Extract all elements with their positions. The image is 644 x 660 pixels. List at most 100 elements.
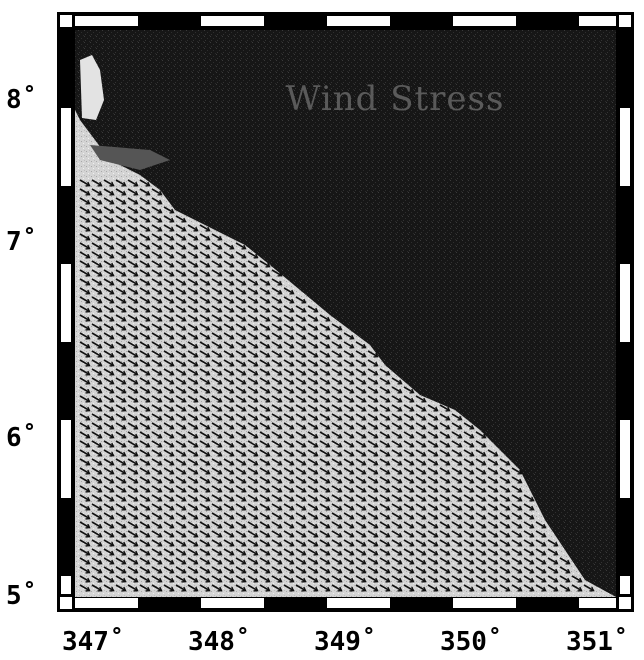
wind-vector [127,467,138,475]
wind-vector [211,305,222,313]
wind-vector-head [97,217,103,223]
wind-vector-head [85,568,91,574]
wind-vector-head [157,451,163,457]
wind-vector-head [409,451,415,457]
wind-vector-head [229,397,235,403]
wind-vector-head [313,469,319,475]
wind-vector [487,467,498,475]
wind-vector-head [349,397,355,403]
wind-vector [127,224,138,232]
wind-vector-head [181,370,187,376]
wind-vector [235,323,246,331]
wind-vector [295,296,306,304]
wind-vector-head [157,271,163,277]
wind-vector-head [229,478,235,484]
wind-vector-head [277,451,283,457]
wind-vector [439,503,450,511]
wind-vector [199,512,210,520]
wind-vector [283,422,294,430]
wind-vector [91,341,102,349]
wind-vector-head [481,451,487,457]
wind-vector [259,305,270,313]
wind-vector-head [253,478,259,484]
wind-vector [355,575,366,583]
wind-vector-head [169,298,175,304]
wind-vector [199,377,210,385]
wind-vector [331,395,342,403]
wind-vector-head [145,550,151,556]
wind-vector-head [109,316,115,322]
wind-vector [343,512,354,520]
wind-vector [283,287,294,295]
wind-vector [283,557,294,565]
wind-vector [115,404,126,412]
wind-vector-head [361,343,367,349]
wind-vector [91,449,102,457]
wind-vector-head [301,334,307,340]
wind-vector [235,350,246,358]
wind-vector [451,503,462,511]
wind-vector [247,350,258,358]
wind-vector-head [361,514,367,520]
wind-vector [151,278,162,286]
wind-vector-head [85,451,91,457]
frame-scale-segment [138,16,201,26]
wind-vector-head [397,388,403,394]
wind-vector [127,575,138,583]
wind-vector-head [193,316,199,322]
wind-vector-head [193,307,199,313]
wind-vector [139,431,150,439]
wind-vector [523,539,534,547]
wind-vector [379,584,390,592]
wind-vector-head [277,433,283,439]
wind-vector-head [337,343,343,349]
wind-vector [439,530,450,538]
wind-vector-head [373,496,379,502]
wind-vector [271,557,282,565]
wind-vector [139,503,150,511]
wind-vector [235,431,246,439]
wind-vector [439,548,450,556]
wind-vector-head [301,397,307,403]
wind-vector-head [313,532,319,538]
wind-vector-head [193,244,199,250]
wind-vector [307,566,318,574]
wind-vector [79,251,90,259]
wind-vector-head [229,262,235,268]
wind-vector-head [301,460,307,466]
wind-vector-head [277,289,283,295]
wind-vector-head [157,307,163,313]
wind-vector [91,314,102,322]
wind-vector [427,494,438,502]
wind-vector-head [133,199,139,205]
wind-vector-head [85,433,91,439]
wind-vector [259,269,270,277]
wind-vector-head [181,415,187,421]
wind-vector-head [313,406,319,412]
wind-vector-head [517,541,523,547]
wind-vector [391,440,402,448]
wind-vector [115,530,126,538]
wind-vector [115,458,126,466]
wind-vector-head [325,586,331,592]
wind-vector-head [457,424,463,430]
wind-vector-head [121,478,127,484]
wind-vector [391,494,402,502]
wind-vector [379,431,390,439]
wind-vector [463,584,474,592]
wind-vector-head [349,505,355,511]
wind-vector-head [217,244,223,250]
wind-vector [163,332,174,340]
wind-vector-head [181,289,187,295]
wind-vector-head [409,478,415,484]
wind-vector-head [289,433,295,439]
wind-vector [451,521,462,529]
wind-vector-head [445,451,451,457]
wind-vector [115,422,126,430]
wind-vector-head [169,460,175,466]
wind-vector-head [289,424,295,430]
wind-vector [247,332,258,340]
wind-vector-head [457,505,463,511]
wind-vector [283,350,294,358]
wind-vector-head [265,433,271,439]
